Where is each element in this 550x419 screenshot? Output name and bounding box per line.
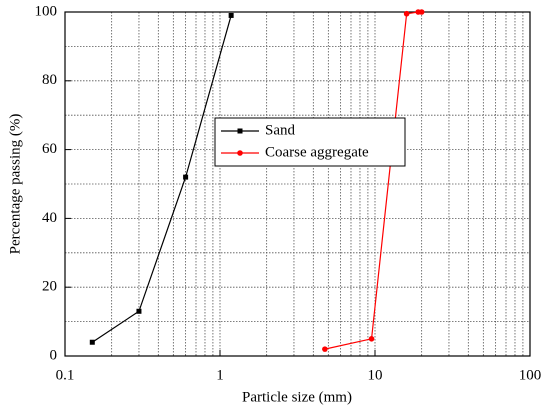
marker [228,12,234,18]
series-line [91,15,232,343]
series-line [324,11,422,350]
y-tick-label: 20 [42,279,57,295]
marker [136,308,142,314]
y-tick-label: 100 [35,3,58,19]
marker [368,336,375,342]
legend-label: Sand [265,122,296,138]
marker [403,10,410,17]
marker [322,346,328,352]
legend-box [214,117,406,167]
x-axis-label: Particle size (mm) [242,389,352,405]
y-axis-label: Percentage passing (%) [7,114,23,255]
legend-marker [237,150,243,156]
y-tick-label: 40 [42,210,57,226]
marker [418,9,425,15]
marker [89,339,95,345]
y-tick-label: 80 [42,72,57,88]
x-tick-label: 0.1 [56,367,75,383]
legend-marker [237,128,243,134]
x-tick-label: 1 [216,367,224,383]
plot-frame [64,11,531,357]
x-tick-label: 10 [368,367,383,383]
x-tick-label: 100 [519,367,542,383]
legend-label: Coarse aggregate [265,144,369,160]
y-tick-label: 60 [42,141,57,157]
marker [183,174,189,180]
y-tick-label: 0 [50,347,58,363]
